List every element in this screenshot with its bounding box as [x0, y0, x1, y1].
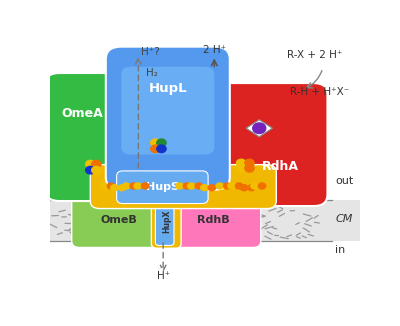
FancyBboxPatch shape [90, 165, 276, 209]
Circle shape [216, 183, 224, 189]
Polygon shape [246, 120, 272, 137]
Circle shape [251, 183, 258, 189]
Circle shape [228, 183, 235, 189]
Circle shape [151, 145, 160, 153]
Circle shape [240, 185, 248, 191]
Text: H⁺?: H⁺? [142, 47, 160, 57]
Circle shape [208, 185, 216, 191]
FancyBboxPatch shape [106, 47, 230, 190]
Circle shape [157, 139, 166, 147]
FancyBboxPatch shape [166, 194, 261, 247]
Circle shape [183, 183, 191, 189]
Circle shape [118, 185, 126, 191]
Bar [50, 200, 360, 241]
Circle shape [151, 139, 160, 147]
Circle shape [157, 145, 166, 153]
Text: 2 H⁺: 2 H⁺ [203, 45, 226, 55]
Circle shape [176, 183, 183, 189]
Circle shape [92, 166, 101, 174]
Text: OmeB: OmeB [101, 215, 137, 226]
Text: RdhA: RdhA [262, 160, 299, 173]
Text: CM: CM [335, 214, 352, 224]
Text: HupX: HupX [162, 209, 171, 233]
FancyBboxPatch shape [117, 171, 208, 203]
Text: RdhB: RdhB [197, 215, 230, 226]
Circle shape [195, 183, 202, 189]
FancyBboxPatch shape [121, 67, 214, 155]
Text: HupL: HupL [148, 82, 187, 95]
Circle shape [248, 185, 255, 191]
Circle shape [142, 183, 149, 189]
Circle shape [86, 160, 95, 168]
Text: HupS: HupS [146, 182, 179, 192]
Circle shape [111, 185, 118, 191]
Circle shape [245, 159, 254, 167]
FancyBboxPatch shape [45, 73, 157, 201]
Circle shape [107, 183, 115, 189]
Circle shape [92, 160, 101, 168]
Text: H₂: H₂ [146, 68, 158, 78]
Text: out: out [335, 176, 354, 186]
Circle shape [236, 159, 246, 167]
Circle shape [122, 183, 130, 189]
Circle shape [134, 183, 142, 189]
Circle shape [201, 185, 208, 191]
Circle shape [253, 123, 266, 134]
FancyBboxPatch shape [213, 83, 328, 206]
Text: R-X + 2 H⁺: R-X + 2 H⁺ [287, 51, 343, 60]
Circle shape [258, 183, 266, 189]
Text: H⁺: H⁺ [156, 271, 170, 281]
Circle shape [100, 183, 107, 189]
FancyBboxPatch shape [155, 197, 174, 245]
Text: in: in [335, 245, 346, 255]
FancyBboxPatch shape [151, 194, 181, 248]
Circle shape [236, 165, 246, 172]
Circle shape [235, 183, 243, 189]
Circle shape [130, 183, 138, 189]
Circle shape [245, 165, 254, 172]
Text: OmeA: OmeA [62, 107, 104, 120]
Circle shape [224, 183, 231, 189]
Text: R-H + H⁺X⁻: R-H + H⁺X⁻ [290, 87, 349, 97]
FancyBboxPatch shape [72, 194, 166, 247]
Circle shape [188, 183, 195, 189]
Circle shape [86, 166, 95, 174]
